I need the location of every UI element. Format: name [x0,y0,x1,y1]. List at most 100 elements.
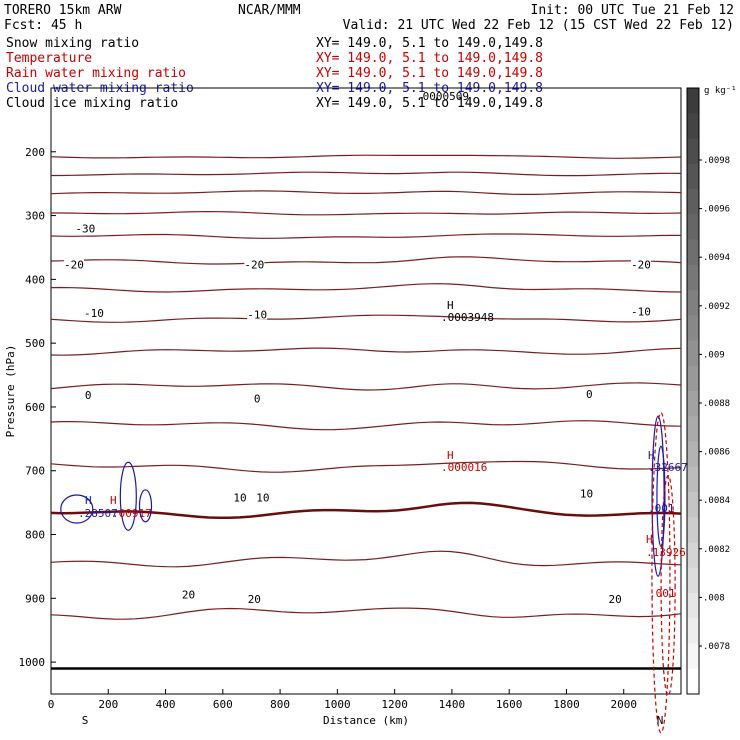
temperature-label-bg [78,387,99,400]
annotation-high-value: .13926 [646,546,686,559]
field-xy: XY= 149.0, 5.1 to 149.0,149.8 [316,96,543,111]
colorbar-step [687,290,699,316]
colorbar-unit: g kg⁻¹ [704,86,737,96]
colorbar-tick-label: .0084 [703,496,730,506]
y-tick-label: 600 [25,401,45,414]
temperature-contour [50,347,682,356]
temperature-label: 20 [248,593,261,606]
forecast-hour: Fcst: 45 h [4,18,82,33]
cloud-water-contour [138,489,153,523]
cloud-water-contour [119,461,137,531]
y-axis-label: Pressure (hPa) [4,345,17,438]
plot-frame [50,87,682,695]
temperature-contour [50,607,682,620]
north-label: N [657,714,664,727]
x-tick-label: 600 [213,698,233,711]
colorbar-step [687,416,699,442]
temperature-label-bg [244,257,265,270]
colorbar-step [687,466,699,493]
y-tick-label: 1000 [19,656,46,669]
x-tick-label: 1800 [553,698,580,711]
colorbar-step [687,567,699,594]
temperature-label-bg [178,587,199,600]
temperature-label-bg [579,387,600,400]
temperature-label-bg [630,304,651,317]
temperature-label: 10 [256,492,269,505]
temperature-contour [50,382,682,391]
rain-water-contour [660,474,676,697]
annotation-high-marker: H [648,449,655,462]
field-name: Rain water mixing ratio [6,66,186,81]
colorbar-step [687,189,699,215]
annotation-high-value: .00917 [112,507,152,520]
temperature-label: 20 [182,588,195,601]
annotation-high-value: .32667 [648,461,688,474]
axes: 0 200 400 600 800 1000 1200 1400 1600 1800 2000200… [4,146,663,727]
temperature-contour [50,460,682,473]
colorbar-step [687,517,699,543]
temperature-label: 20 [609,593,622,606]
colorbar-step [687,214,699,240]
cloud-water-contour [60,494,94,524]
x-tick-label: 2000 [610,698,637,711]
annotation-high-value: .28507 [78,507,118,520]
colorbar-step [687,163,699,190]
x-axis-label: Distance (km) [323,714,409,727]
x-tick-label: 200 [98,698,118,711]
colorbar-step [687,441,699,468]
colorbar-step [687,315,699,341]
field-name: Cloud ice mixing ratio [6,96,178,111]
temperature-label: -10 [84,307,104,320]
y-tick-label: 300 [25,210,45,223]
colorbar-step [687,239,699,266]
colorbar-step [687,492,699,518]
temperature-label: -30 [75,222,95,235]
temperature-contour [50,190,682,195]
y-tick-label: 700 [25,465,45,478]
colorbar-tick-label: .008 [703,593,725,603]
temperature-contour [50,550,682,568]
colorbar-tick-label: .0098 [703,156,730,166]
field-name: Snow mixing ratio [6,36,139,51]
colorbar-step [687,88,699,114]
colorbar-step [687,618,699,644]
temperature-label-bg [75,221,96,234]
annotation-contour-value: .001 [648,502,675,515]
colorbar-step [687,542,699,569]
annotation-top-value: .0000509 [416,90,469,103]
temperature-label-bg [247,391,268,404]
colorbar-step [687,113,699,139]
y-tick-label: 500 [25,337,45,350]
temperature-contour [50,501,682,520]
temperature-label-bg [244,591,265,604]
y-tick-label: 900 [25,592,45,605]
temperature-label-bg [247,307,268,320]
colorbar: .0098 .0096 .0094 .0092 .009 .0088 .0086 .0084.… [686,87,730,695]
colorbar-tick-label: .0092 [703,302,730,312]
south-label: S [82,714,89,727]
temperature-label-bg [630,257,651,270]
annotation-high-value: .0003948 [441,311,494,324]
colorbar-step [687,593,699,619]
x-tick-label: 1000 [324,698,351,711]
colorbar-tick-label: .0082 [703,545,730,555]
annotation-high-marker: H [85,494,92,507]
x-tick-label: 1200 [381,698,408,711]
valid-time: Valid: 21 UTC Wed 22 Feb 12 (15 CST Wed … [343,18,734,33]
temperature-contour [51,171,682,177]
field-xy: XY= 149.0, 5.1 to 149.0,149.8 [316,36,543,51]
colorbar-step [687,365,699,392]
y-tick-label: 800 [25,529,45,542]
temperature-label: -20 [64,259,84,272]
temperature-label-bg [605,591,626,604]
temperature-contour [50,420,682,431]
colorbar-tick-label: .0078 [703,642,730,652]
annotation-high-value: .000016 [441,461,487,474]
colorbar-step [687,643,699,670]
temperature-label-bg [83,306,104,319]
temperature-label: 10 [233,492,246,505]
colorbar-tick-label: .0088 [703,399,730,409]
temperature-label: -10 [631,305,651,318]
model-title: TORERO 15km ARW [4,3,122,18]
